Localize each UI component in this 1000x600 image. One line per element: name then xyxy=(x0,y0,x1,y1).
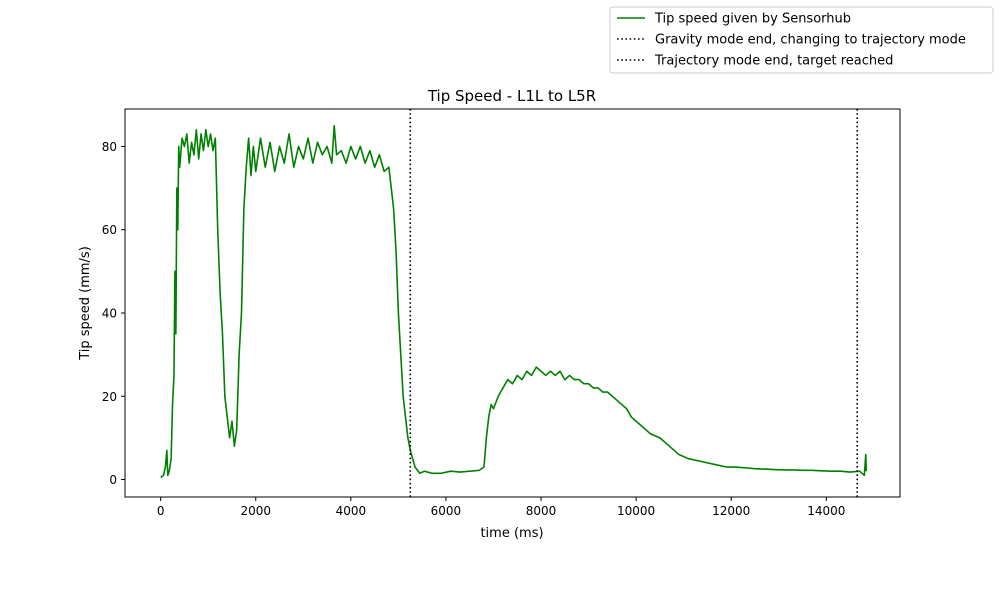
chart-title: Tip Speed - L1L to L5R xyxy=(427,87,596,105)
y-tick-label: 60 xyxy=(102,223,117,237)
plot-area xyxy=(160,109,868,497)
x-tick-label: 14000 xyxy=(807,504,845,518)
plot-frame xyxy=(124,108,901,498)
x-tick-label: 6000 xyxy=(431,504,462,518)
y-tick-label: 20 xyxy=(102,390,117,404)
y-tick-label: 80 xyxy=(102,140,117,154)
x-tick-label: 12000 xyxy=(712,504,750,518)
legend-label-gravity-end: Gravity mode end, changing to trajectory… xyxy=(655,33,966,48)
y-axis: 0 20 40 60 80 xyxy=(102,140,125,487)
x-tick-label: 2000 xyxy=(240,504,271,518)
chart-legend: Tip speed given by Sensorhub Gravity mod… xyxy=(609,6,994,74)
y-axis-label: Tip speed (mm/s) xyxy=(78,246,93,361)
legend-box xyxy=(609,6,994,74)
y-tick-label: 0 xyxy=(109,473,117,487)
x-tick-label: 4000 xyxy=(336,504,367,518)
legend-label-speed: Tip speed given by Sensorhub xyxy=(654,12,851,27)
y-tick-label: 40 xyxy=(102,306,117,320)
x-axis: 0 2000 4000 6000 8000 10000 12000 14000 xyxy=(157,497,845,518)
x-tick-label: 8000 xyxy=(526,504,557,518)
legend-label-trajectory-end: Trajectory mode end, target reached xyxy=(654,54,893,69)
x-tick-label: 10000 xyxy=(617,504,655,518)
x-axis-label: time (ms) xyxy=(480,526,543,541)
series-line-0 xyxy=(160,124,868,479)
x-tick-label: 0 xyxy=(157,504,165,518)
